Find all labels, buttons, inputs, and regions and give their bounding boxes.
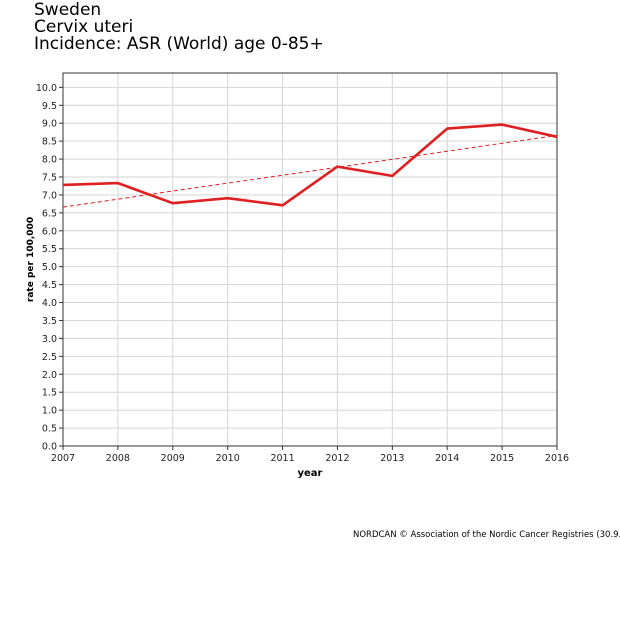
- y-tick-label: 4.0: [42, 298, 57, 309]
- chart-grid: [62, 73, 558, 447]
- country-title: Sweden: [34, 0, 102, 20]
- y-tick-label: 6.0: [42, 226, 57, 237]
- y-tick-label: 9.0: [42, 119, 57, 130]
- y-tick-label: 6.5: [42, 208, 57, 219]
- y-axis: 0.0 0.5 1.0 1.5 2.0 2.5 3.0 3.5 4.0 4.5 5.0 5.5 6.0 6…: [36, 83, 63, 453]
- x-tick-label: 2010: [216, 453, 240, 464]
- x-tick-label: 2012: [325, 453, 349, 464]
- y-tick-label: 8.5: [42, 137, 57, 148]
- x-tick-label: 2007: [51, 453, 75, 464]
- x-axis: 2007 2008 2009 2010 2011 2012 2013 2014 2015 2016: [51, 446, 569, 464]
- y-tick-label: 10.0: [36, 83, 57, 94]
- y-tick-label: 7.5: [42, 173, 57, 184]
- site-title: Cervix uteri: [34, 17, 134, 37]
- measure-title: Incidence: ASR (World) age 0-85+: [34, 34, 324, 54]
- y-tick-label: 3.0: [42, 334, 57, 345]
- chart-titles: Sweden Cervix uteri Incidence: ASR (Worl…: [34, 2, 324, 53]
- x-tick-label: 2011: [270, 453, 294, 464]
- y-tick-label: 5.0: [42, 262, 57, 273]
- y-tick-label: 1.0: [42, 406, 57, 417]
- y-tick-label: 3.5: [42, 316, 57, 327]
- y-tick-label: 2.5: [42, 352, 57, 363]
- x-tick-label: 2016: [545, 453, 569, 464]
- series-group: [62, 123, 558, 208]
- plot-frame: [62, 72, 558, 447]
- y-tick-label: 8.0: [42, 155, 57, 166]
- rate-line: [62, 123, 558, 207]
- x-tick-label: 2013: [380, 453, 404, 464]
- x-tick-label: 2009: [161, 453, 185, 464]
- y-tick-label: 5.5: [42, 244, 57, 255]
- y-tick-label: 1.5: [42, 388, 57, 399]
- y-tick-label: 0.5: [42, 424, 57, 435]
- y-tick-label: 0.0: [42, 442, 57, 453]
- y-tick-label: 2.0: [42, 370, 57, 381]
- trend-line: [62, 134, 558, 208]
- y-tick-label: 4.5: [42, 280, 57, 291]
- y-tick-label: 7.0: [42, 190, 57, 201]
- x-tick-label: 2014: [435, 453, 459, 464]
- x-tick-label: 2008: [106, 453, 130, 464]
- source-credit: NORDCAN © Association of the Nordic Canc…: [353, 530, 620, 540]
- x-tick-label: 2015: [490, 453, 514, 464]
- x-axis-label: year: [298, 468, 323, 479]
- y-axis-label: rate per 100,000: [26, 217, 36, 302]
- y-tick-label: 9.5: [42, 101, 57, 112]
